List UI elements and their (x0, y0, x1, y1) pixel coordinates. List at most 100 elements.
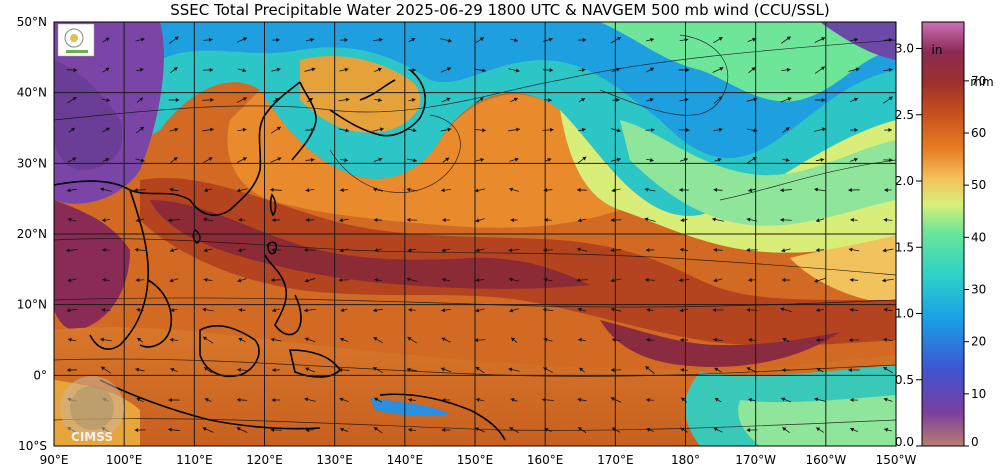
wind-arrow (713, 427, 723, 433)
wind-arrow (850, 157, 858, 162)
wind-arrow (338, 97, 350, 102)
wind-arrow (101, 218, 111, 223)
wind-arrow (680, 217, 688, 223)
wind-arrow (305, 127, 315, 133)
wind-arrow (406, 367, 418, 372)
wind-arrow (782, 157, 790, 163)
colorbar-label-mm: 0 (971, 435, 979, 449)
wind-arrow (270, 427, 282, 432)
wind-arrow (645, 247, 655, 253)
wind-arrow (849, 277, 859, 283)
wind-arrow (780, 307, 792, 312)
colorbar-label-in: 1.5 (895, 240, 914, 254)
wind-arrow (134, 247, 146, 252)
wind-arrow (782, 127, 790, 133)
wind-arrow (475, 366, 485, 374)
wind-arrow (475, 248, 485, 253)
wind-arrow (168, 218, 180, 223)
wind-arrow (680, 367, 688, 373)
wind-arrow (270, 337, 282, 342)
wind-arrow (441, 337, 451, 343)
wind-arrow (814, 277, 826, 283)
wind-arrow (510, 398, 518, 402)
wind-arrow (305, 367, 315, 373)
wind-arrow (474, 338, 486, 343)
lon-label: 150°W (876, 453, 917, 467)
wind-arrow (237, 248, 247, 253)
wind-arrow (67, 278, 77, 283)
wind-arrow (271, 67, 281, 72)
wind-arrow (475, 37, 485, 43)
wind-arrow (814, 66, 826, 74)
colorbar-label-mm: 70 (971, 74, 986, 88)
lon-label: 90°E (40, 453, 69, 467)
wind-arrow (237, 127, 247, 132)
wind-arrow (102, 158, 110, 162)
wind-arrow (441, 308, 451, 313)
wind-arrow (168, 97, 180, 103)
wind-arrow (714, 397, 722, 403)
wind-arrow (814, 397, 826, 402)
wind-arrow (644, 187, 656, 192)
wind-arrow (440, 127, 452, 132)
wind-arrow (645, 67, 655, 73)
wind-arrow (510, 38, 518, 43)
wind-arrow (747, 37, 757, 42)
wind-arrow (610, 278, 622, 283)
wind-arrow (373, 37, 383, 42)
wind-arrow (814, 37, 826, 43)
wind-arrow (441, 188, 451, 193)
wind-arrow (135, 126, 145, 134)
wind-arrow (850, 427, 858, 432)
wind-arrow (474, 188, 486, 193)
colorbar-label-in: 2.0 (895, 174, 914, 188)
wind-arrow (442, 397, 450, 403)
wind-arrow (815, 247, 825, 253)
wind-arrow (135, 158, 145, 163)
wind-arrow (101, 98, 111, 103)
wind-arrow (748, 337, 756, 342)
wind-arrow (305, 37, 315, 42)
wind-arrow (441, 277, 451, 282)
wind-arrow (408, 397, 416, 402)
wind-arrow (408, 67, 416, 73)
wind-arrow (407, 158, 417, 163)
wind-arrow (646, 97, 654, 102)
wind-arrow (407, 128, 417, 133)
wind-arrow (67, 96, 77, 104)
wind-arrow (374, 98, 382, 103)
wind-arrow (850, 217, 858, 223)
wind-arrow (303, 308, 317, 313)
wind-arrow (406, 217, 418, 222)
wind-arrow (508, 68, 520, 73)
wind-arrow (170, 367, 178, 372)
wind-arrow (66, 248, 78, 253)
wind-arrow (272, 217, 280, 223)
wind-arrow (340, 37, 348, 43)
wind-arrow (237, 68, 247, 73)
wind-arrow (882, 278, 894, 283)
colorbar-label-in: 0.0 (895, 435, 914, 449)
wind-arrow (883, 37, 893, 42)
wind-arrow (510, 217, 518, 223)
cimss-logo: CIMSS (60, 376, 124, 444)
colorbar-label-in: 0.5 (895, 373, 914, 387)
wind-arrow (67, 157, 77, 163)
wind-arrow (169, 248, 179, 253)
wind-arrow (373, 397, 383, 403)
wind-arrow (646, 307, 654, 313)
wind-arrow (102, 247, 110, 253)
wind-arrow (883, 67, 893, 72)
wind-arrow (170, 66, 178, 74)
wind-arrow (68, 127, 76, 133)
wind-arrow (781, 277, 791, 283)
wind-arrow (440, 67, 452, 73)
wind-arrow (611, 188, 621, 193)
wind-arrow (611, 337, 621, 342)
map-title: SSEC Total Precipitable Water 2025-06-29… (170, 1, 830, 19)
wind-arrow (814, 127, 826, 132)
wind-arrow (373, 217, 383, 223)
wind-arrow (373, 308, 383, 313)
wind-arrow (781, 367, 791, 373)
wind-arrow (339, 397, 349, 402)
